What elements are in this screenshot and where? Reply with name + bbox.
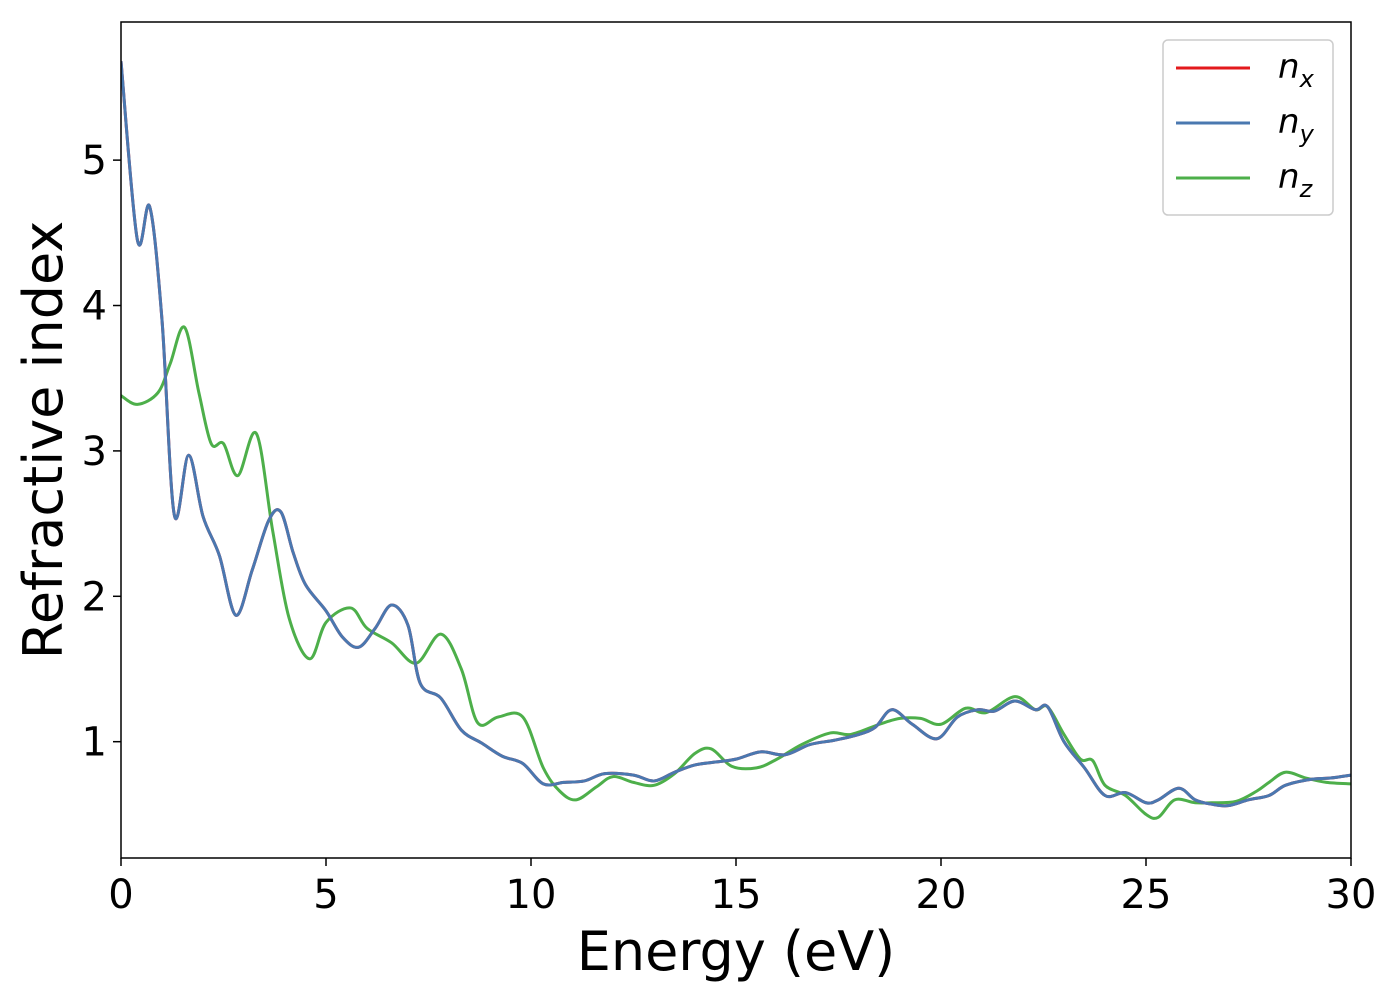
plot-lines [121,61,1351,820]
legend-label-base: n [1278,157,1300,197]
y-tick-label: 2 [82,574,107,620]
x-tick-label: 30 [1326,872,1377,918]
series-line-y [121,61,1351,808]
x-tick-label: 10 [506,872,557,918]
y-tick-label: 3 [82,429,107,475]
legend-label-y: ny [1278,102,1315,148]
legend-label-x: nx [1278,47,1315,93]
x-tick-label: 5 [313,872,338,918]
x-tick-label: 25 [1121,872,1172,918]
legend-label-subscript: y [1299,120,1315,148]
legend-label-base: n [1278,102,1300,142]
x-axis-label: Energy (eV) [577,920,896,983]
x-axis-ticks: 0 5 10 15 20 25 30 [108,858,1376,918]
legend-box [1162,39,1334,216]
y-tick-label: 4 [82,284,107,330]
x-tick-label: 20 [916,872,967,918]
series-line-z [121,325,1351,820]
legend-label-subscript: z [1299,175,1314,203]
y-tick-label: 5 [82,138,107,184]
x-tick-label: 0 [108,872,133,918]
x-tick-label: 15 [711,872,762,918]
y-axis-ticks: 1 2 3 4 5 [82,138,121,766]
y-axis-label: Refractive index [12,221,75,660]
legend-label-subscript: x [1299,65,1315,93]
legend-label-z: nz [1278,157,1314,203]
legend-label-base: n [1278,47,1300,87]
y-tick-label: 1 [82,720,107,766]
